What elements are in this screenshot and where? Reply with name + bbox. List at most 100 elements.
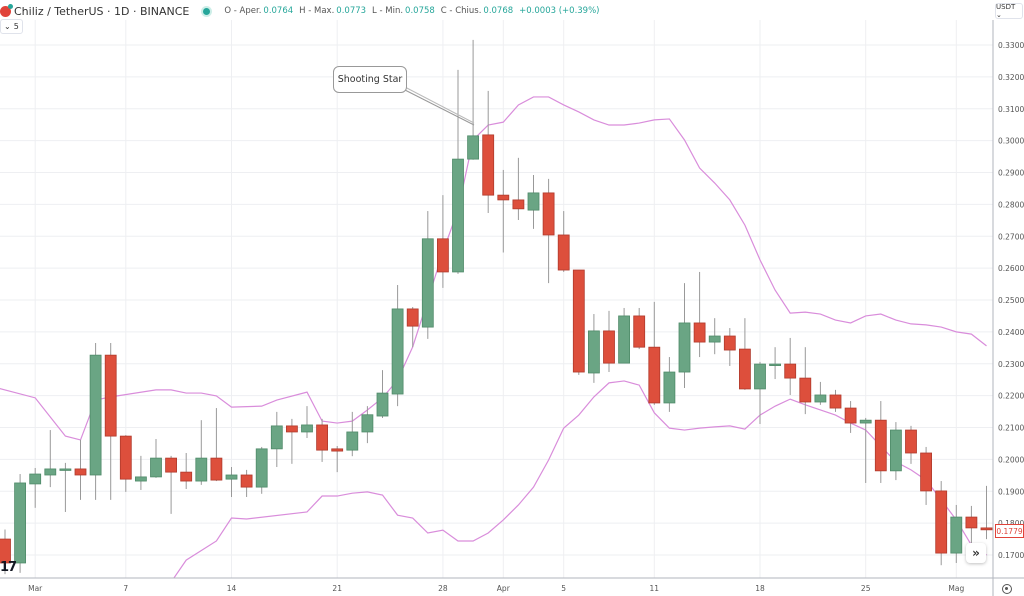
time-tick-label: Apr: [497, 584, 511, 593]
candle-body: [588, 330, 600, 374]
candle-up: [89, 343, 102, 500]
candle-up: [754, 361, 766, 424]
symbol-title[interactable]: Chiliz / TetherUS · 1D · BINANCE: [14, 4, 190, 18]
bollinger-bands: [0, 96, 987, 578]
candle-body: [74, 468, 87, 476]
candle-body: [663, 371, 676, 404]
price-tick-label: 0.2600: [998, 264, 1024, 273]
candle-body: [150, 457, 162, 478]
candle-down: [331, 445, 344, 473]
time-tick-label: 21: [332, 584, 342, 593]
candle-down: [557, 211, 570, 272]
time-tick-label: 18: [755, 584, 765, 593]
price-tick-label: 0.3000: [998, 137, 1024, 146]
candle-down: [799, 347, 812, 415]
candle-up: [59, 462, 72, 512]
open-label: O - Aper.: [224, 6, 262, 16]
candle-body: [890, 429, 902, 472]
candle-up: [255, 446, 268, 494]
candle-body: [270, 425, 283, 450]
low-value: 0.0758: [405, 6, 435, 16]
candle-body: [119, 435, 132, 480]
candle-body: [965, 516, 978, 529]
time-tick-label: Mag: [948, 584, 964, 593]
price-tick-label: 0.2700: [998, 232, 1024, 241]
candle-body: [754, 363, 766, 390]
candle-up: [29, 467, 42, 508]
close-value: 0.0768: [483, 6, 514, 16]
candle-body: [859, 419, 872, 424]
candle-up: [663, 357, 676, 412]
candle-body: [44, 468, 57, 476]
annotation-pointer: [402, 88, 475, 126]
candle-down: [874, 401, 887, 483]
candle-up: [421, 211, 434, 339]
candle-body: [225, 474, 238, 480]
time-tick-label: 5: [561, 584, 566, 593]
scroll-to-realtime-button[interactable]: »: [966, 543, 986, 563]
price-tick-label: 0.1900: [998, 487, 1024, 496]
change-value: +0.0003 (+0.39%): [519, 6, 600, 16]
candle-body: [421, 238, 434, 328]
candles: [0, 39, 993, 575]
candle-body: [905, 429, 917, 454]
shooting-star-annotation[interactable]: Shooting Star: [333, 66, 407, 93]
currency-dropdown[interactable]: USDT ⌄: [995, 3, 1023, 19]
grid: [0, 20, 993, 578]
candle-up: [195, 420, 208, 485]
price-tick-label: 0.1700: [998, 551, 1024, 560]
time-tick-label: 11: [650, 584, 660, 593]
candle-body: [346, 431, 359, 451]
candle-up: [588, 314, 600, 383]
candle-body: [844, 407, 857, 424]
candle-body: [497, 194, 510, 201]
candle-body: [467, 135, 480, 160]
candle-body: [89, 354, 102, 476]
time-tick-label: 7: [123, 584, 128, 593]
bollinger-lower-band: [173, 380, 987, 578]
last-price-label: 0.1779: [995, 524, 1024, 538]
candle-body: [542, 192, 555, 236]
candle-down: [603, 310, 615, 373]
candle-down: [165, 455, 178, 514]
price-tick-label: 0.3100: [998, 105, 1024, 114]
candle-body: [316, 424, 329, 451]
candle-body: [739, 348, 751, 390]
candle-down: [648, 301, 661, 405]
candle-down: [905, 425, 917, 464]
time-tick-label: 25: [861, 584, 871, 593]
candle-down: [980, 485, 993, 540]
candle-down: [316, 418, 329, 462]
high-label: H - Max.: [299, 6, 335, 16]
candle-up: [708, 318, 721, 355]
chart-header: Chiliz / TetherUS · 1D · BINANCE O - Ape…: [0, 3, 605, 19]
settings-gear-icon[interactable]: [1002, 584, 1012, 594]
candle-body: [406, 308, 419, 327]
price-axis: 0.3300 0.3200 0.3100 0.3000 0.2900 0.2800 0.27…: [998, 41, 1024, 560]
candle-body: [59, 468, 72, 471]
candle-down: [739, 318, 751, 390]
candle-down: [497, 169, 510, 253]
candle-up: [678, 283, 691, 388]
price-tick-label: 0.2000: [998, 455, 1024, 464]
indicators-collapse-button[interactable]: ⌄ 5: [0, 19, 23, 34]
candle-body: [452, 158, 464, 273]
tradingview-logo[interactable]: 17: [0, 560, 17, 575]
candle-body: [376, 392, 389, 417]
candle-body: [799, 377, 812, 403]
candle-body: [240, 474, 253, 488]
bollinger-upper-band: [0, 96, 987, 441]
candle-up: [376, 370, 389, 418]
candle-down: [572, 269, 585, 375]
candle-down: [74, 439, 87, 500]
high-value: 0.0773: [336, 6, 367, 16]
candle-body: [134, 476, 147, 482]
candle-down: [829, 389, 842, 412]
candle-down: [935, 481, 948, 566]
candle-body: [693, 322, 706, 343]
candle-down: [0, 529, 11, 575]
candle-down: [240, 469, 253, 497]
candle-up: [301, 406, 313, 439]
candle-body: [723, 335, 736, 351]
